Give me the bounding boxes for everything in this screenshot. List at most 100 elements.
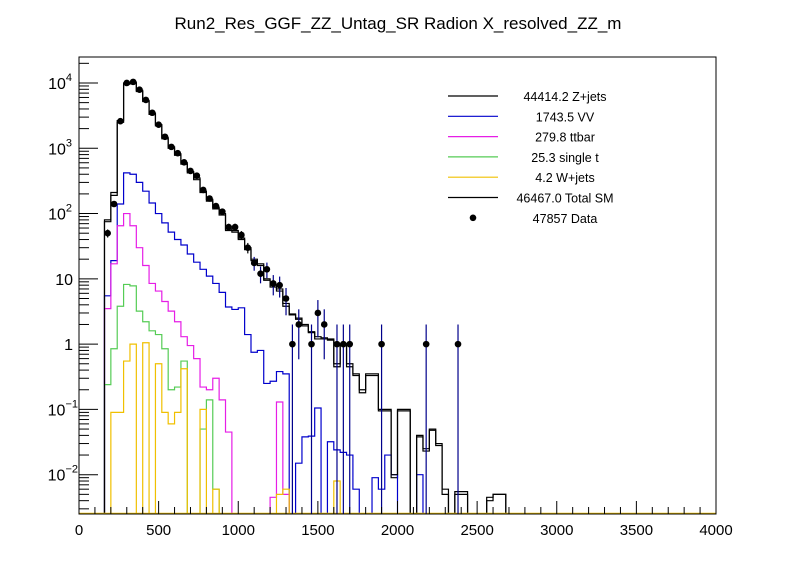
y-tick-label: 10 xyxy=(55,272,73,289)
data-marker xyxy=(263,265,271,273)
data-marker xyxy=(320,321,328,328)
data-marker xyxy=(219,208,226,215)
data-marker xyxy=(136,86,143,93)
x-tick-label: 1000 xyxy=(222,522,255,539)
data-marker xyxy=(123,79,131,87)
data-point xyxy=(180,158,188,166)
data-marker xyxy=(257,270,264,277)
data-point xyxy=(238,231,245,240)
data-marker xyxy=(454,340,462,348)
data-marker xyxy=(231,223,239,231)
x-tick-label: 3500 xyxy=(620,522,653,539)
x-axis: 0 500 1000 1500 2000 2500 3000 3500 4000 xyxy=(75,501,733,539)
y-tick-label: 104 xyxy=(48,72,72,93)
series-single-t xyxy=(103,283,716,514)
data-point xyxy=(314,300,322,338)
data-point xyxy=(282,288,290,316)
data-marker xyxy=(142,96,150,104)
series-total-sm xyxy=(103,81,716,514)
y-tick-label: 1 xyxy=(64,337,73,354)
legend: 44414.2 Z+jets 1743.5 VV 279.8 ttbar 25.3 s… xyxy=(448,90,614,226)
data-marker xyxy=(289,340,296,348)
data-point xyxy=(320,309,328,360)
data-marker xyxy=(314,309,322,317)
data-marker xyxy=(333,340,341,348)
data-point xyxy=(129,78,137,86)
data-point xyxy=(187,167,194,175)
data-point xyxy=(117,117,124,125)
data-marker xyxy=(174,149,182,157)
data-points-layer xyxy=(104,78,462,514)
data-marker xyxy=(295,321,303,328)
data-point xyxy=(199,186,207,194)
data-marker xyxy=(193,172,201,179)
data-point xyxy=(225,223,232,231)
data-point xyxy=(346,324,354,514)
data-point xyxy=(454,324,462,514)
legend-label: 44414.2 Z+jets xyxy=(523,90,606,104)
data-marker xyxy=(148,109,156,117)
data-point xyxy=(110,200,118,208)
data-point xyxy=(276,276,283,298)
x-tick-label: 4000 xyxy=(699,522,732,539)
data-marker xyxy=(276,281,283,289)
data-marker xyxy=(225,223,232,231)
data-point xyxy=(174,149,182,157)
data-point xyxy=(340,324,347,514)
legend-marker-swatch xyxy=(469,214,477,222)
data-marker xyxy=(244,244,252,251)
series-ttbar xyxy=(103,212,716,514)
data-point xyxy=(212,202,220,210)
data-point xyxy=(422,324,430,514)
data-point xyxy=(136,86,143,93)
data-marker xyxy=(129,78,137,86)
x-tick-label: 0 xyxy=(75,522,83,539)
x-tick-label: 1500 xyxy=(301,522,334,539)
legend-entry-total-sm: 46467.0 Total SM xyxy=(448,192,614,206)
chart-title: Run2_Res_GGF_ZZ_Untag_SR Radion X_resolv… xyxy=(175,14,622,33)
legend-label: 25.3 single t xyxy=(531,151,599,165)
data-marker xyxy=(206,195,213,202)
data-point xyxy=(148,109,156,117)
x-tick-label: 2000 xyxy=(381,522,414,539)
data-marker xyxy=(238,231,245,239)
series-w-jets xyxy=(104,342,716,514)
y-tick-label: 103 xyxy=(48,137,72,158)
data-point xyxy=(161,133,169,141)
data-point xyxy=(193,172,201,179)
data-marker xyxy=(180,158,188,166)
data-marker xyxy=(168,143,175,151)
data-point xyxy=(142,96,150,104)
y-tick-label: 10−2 xyxy=(48,464,78,485)
legend-label: 1743.5 VV xyxy=(536,110,595,124)
legend-entry-z-jets: 44414.2 Z+jets xyxy=(448,90,607,104)
data-point xyxy=(244,242,252,254)
data-marker xyxy=(346,340,354,348)
data-point xyxy=(104,229,111,238)
data-point xyxy=(206,195,213,202)
data-marker xyxy=(155,121,162,128)
legend-entry-ttbar: 279.8 ttbar xyxy=(448,131,595,145)
legend-entry-data: 47857 Data xyxy=(469,212,597,226)
data-marker xyxy=(422,340,430,348)
legend-label: 279.8 ttbar xyxy=(535,131,595,145)
data-marker xyxy=(187,167,194,175)
x-tick-label: 500 xyxy=(146,522,171,539)
data-marker xyxy=(340,340,347,348)
legend-entry-w-jets: 4.2 W+jets xyxy=(448,171,595,185)
data-point xyxy=(308,324,315,514)
data-marker xyxy=(282,295,290,302)
data-marker xyxy=(250,259,258,267)
data-marker xyxy=(117,117,124,125)
legend-label: 46467.0 Total SM xyxy=(516,192,613,206)
legend-entry-vv: 1743.5 VV xyxy=(448,110,595,124)
data-marker xyxy=(161,133,169,141)
data-point xyxy=(333,324,341,514)
data-marker xyxy=(212,202,220,210)
data-point xyxy=(231,223,239,231)
data-point xyxy=(263,262,271,279)
data-point xyxy=(378,324,385,514)
data-point xyxy=(295,309,303,360)
